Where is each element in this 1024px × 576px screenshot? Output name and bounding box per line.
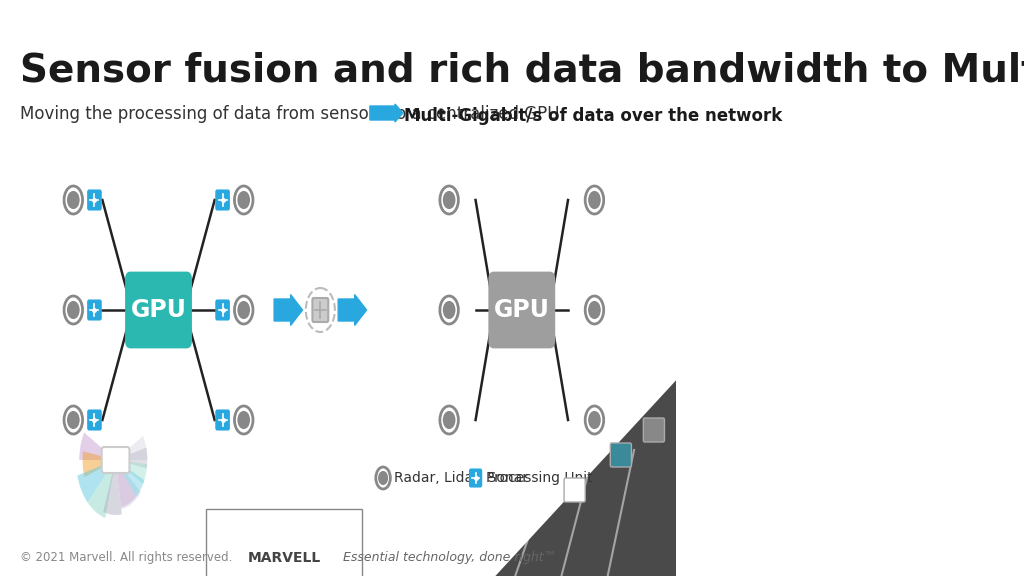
Text: MARVELL: MARVELL xyxy=(248,551,321,565)
Circle shape xyxy=(379,472,387,484)
Circle shape xyxy=(589,412,600,428)
Circle shape xyxy=(443,192,455,208)
Wedge shape xyxy=(116,460,136,507)
Circle shape xyxy=(589,192,600,208)
FancyBboxPatch shape xyxy=(312,298,329,322)
FancyBboxPatch shape xyxy=(470,469,481,487)
Circle shape xyxy=(68,192,79,208)
Text: GPU: GPU xyxy=(131,298,186,322)
FancyBboxPatch shape xyxy=(88,411,100,430)
FancyBboxPatch shape xyxy=(127,273,190,347)
FancyBboxPatch shape xyxy=(216,411,228,430)
Wedge shape xyxy=(83,452,116,477)
Text: Essential technology, done right™: Essential technology, done right™ xyxy=(343,551,557,564)
FancyArrow shape xyxy=(370,104,402,122)
Wedge shape xyxy=(116,436,147,460)
Wedge shape xyxy=(116,460,147,484)
Text: © 2021 Marvell. All rights reserved.: © 2021 Marvell. All rights reserved. xyxy=(19,551,232,564)
FancyBboxPatch shape xyxy=(564,478,585,502)
Circle shape xyxy=(68,302,79,318)
Polygon shape xyxy=(496,380,676,576)
Wedge shape xyxy=(116,460,144,497)
Text: Processing Unit: Processing Unit xyxy=(486,471,593,485)
FancyBboxPatch shape xyxy=(216,301,228,320)
Text: Radar, Lidar, Sonar: Radar, Lidar, Sonar xyxy=(393,471,527,485)
FancyBboxPatch shape xyxy=(88,301,100,320)
Wedge shape xyxy=(79,433,116,460)
Wedge shape xyxy=(103,460,122,515)
Circle shape xyxy=(68,412,79,428)
Text: Multi-Gigabit/s of data over the network: Multi-Gigabit/s of data over the network xyxy=(404,107,782,125)
FancyBboxPatch shape xyxy=(610,443,632,467)
Circle shape xyxy=(443,302,455,318)
Circle shape xyxy=(239,192,249,208)
Text: Moving the processing of data from sensors to a centralized GPU: Moving the processing of data from senso… xyxy=(19,105,559,123)
Wedge shape xyxy=(88,460,116,518)
Text: Sensor fusion and rich data bandwidth to Multi-gig: Sensor fusion and rich data bandwidth to… xyxy=(19,52,1024,90)
FancyBboxPatch shape xyxy=(489,273,554,347)
Wedge shape xyxy=(116,448,147,468)
FancyArrow shape xyxy=(338,294,367,325)
Circle shape xyxy=(239,412,249,428)
Circle shape xyxy=(443,412,455,428)
FancyBboxPatch shape xyxy=(643,418,665,442)
FancyArrow shape xyxy=(274,294,302,325)
Wedge shape xyxy=(116,460,141,509)
FancyBboxPatch shape xyxy=(101,447,129,473)
Circle shape xyxy=(239,302,249,318)
Wedge shape xyxy=(77,460,116,502)
FancyBboxPatch shape xyxy=(216,191,228,210)
FancyBboxPatch shape xyxy=(88,191,100,210)
Text: GPU: GPU xyxy=(494,298,550,322)
Circle shape xyxy=(589,302,600,318)
